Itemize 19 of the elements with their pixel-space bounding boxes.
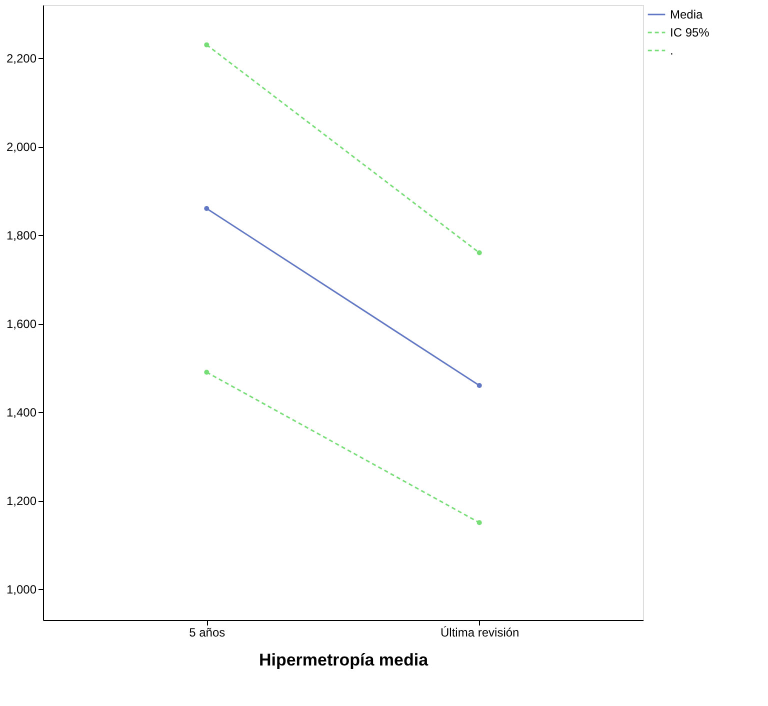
point	[476, 250, 482, 256]
x-tick-label: 5 años	[189, 626, 226, 640]
y-tick-label: 1,000	[6, 582, 37, 597]
legend-label: IC 95%	[670, 26, 710, 40]
y-tick-label: 2,000	[6, 140, 37, 154]
point	[476, 520, 482, 526]
point	[204, 206, 210, 212]
point	[204, 42, 210, 48]
y-tick-label: 1,600	[6, 317, 37, 332]
x-axis-title: Hipermetropía media	[258, 650, 429, 670]
y-tick-label: 2,200	[6, 52, 37, 66]
point	[476, 383, 482, 388]
point	[204, 370, 210, 375]
y-tick-label: 1,200	[6, 494, 37, 508]
legend-label: .	[670, 44, 674, 58]
y-tick-label: 1,400	[6, 406, 37, 420]
y-tick-label: 1,800	[6, 228, 37, 243]
legend-label: Media	[670, 8, 704, 22]
x-tick-label: Última revisión	[440, 626, 520, 640]
